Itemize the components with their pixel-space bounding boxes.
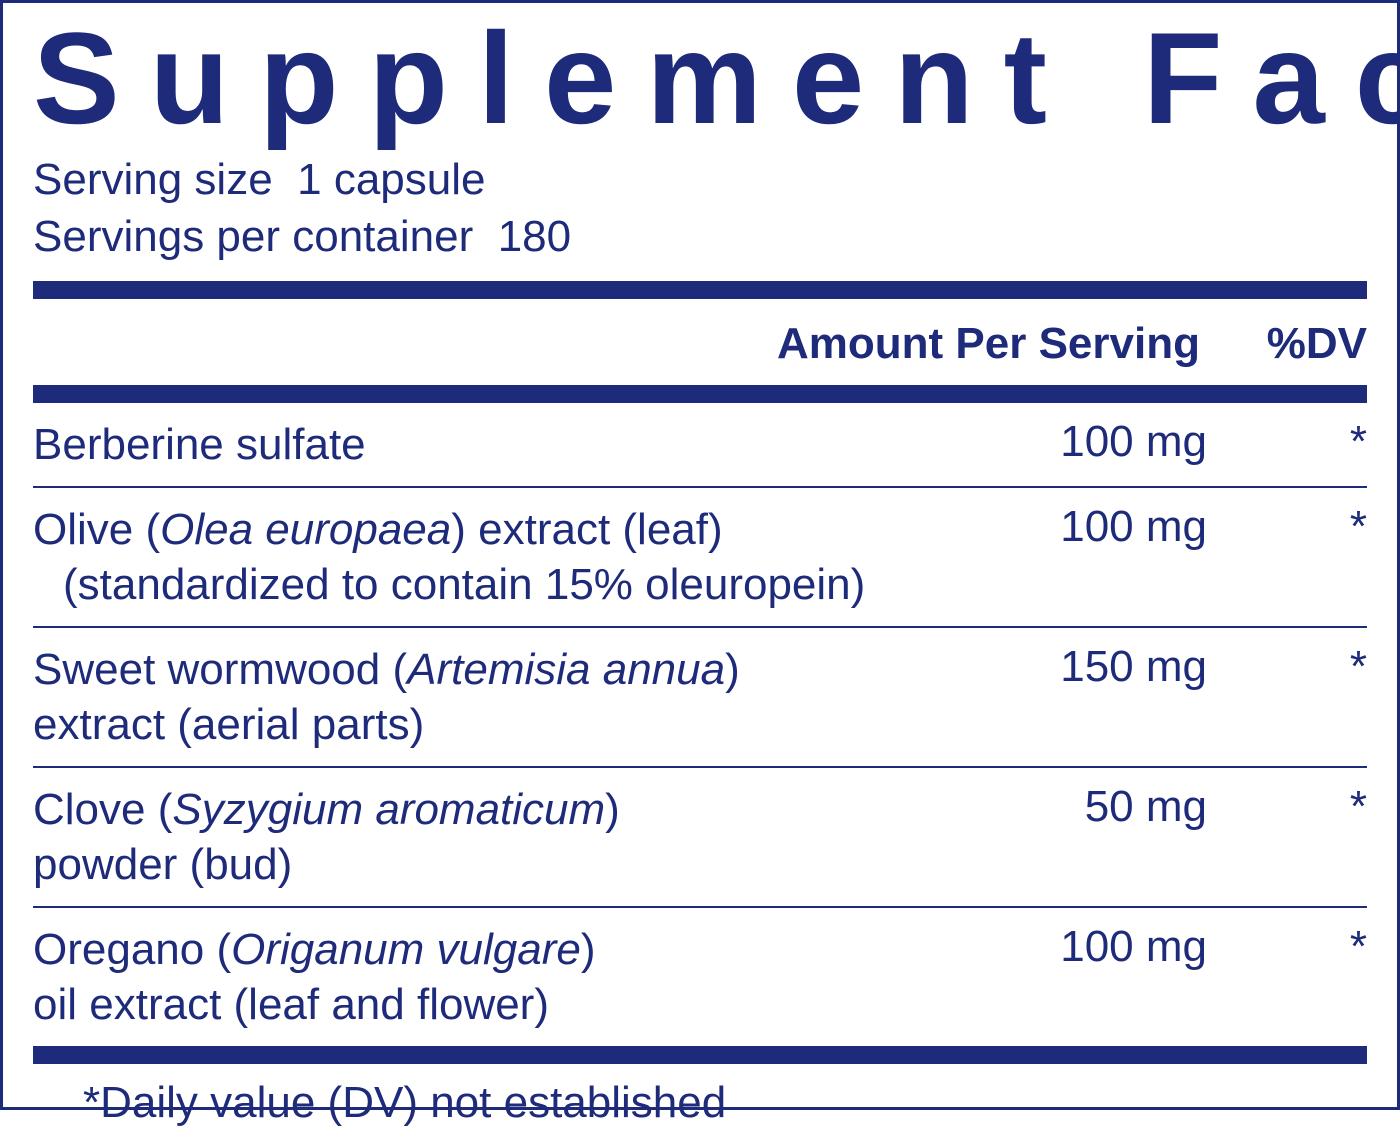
ingredient-row: Oregano (Origanum vulgare)oil extract (l… xyxy=(33,908,1367,1046)
ingredients-list: Berberine sulfate100 mg*Olive (Olea euro… xyxy=(33,403,1367,1046)
ingredient-amount: 150 mg xyxy=(1027,642,1267,692)
ingredient-name: Berberine sulfate xyxy=(33,417,1027,472)
ingredient-row: Olive (Olea europaea) extract (leaf)(sta… xyxy=(33,488,1367,628)
ingredient-name: Olive (Olea europaea) extract (leaf)(sta… xyxy=(33,502,1027,612)
ingredient-dv: * xyxy=(1267,782,1367,832)
ingredient-amount: 100 mg xyxy=(1027,922,1267,972)
servings-per-container-line: Servings per container 180 xyxy=(33,208,1367,265)
header-dv: %DV xyxy=(1237,319,1367,369)
servings-per-container-label: Servings per container xyxy=(33,212,473,261)
ingredient-name: Oregano (Origanum vulgare)oil extract (l… xyxy=(33,922,1027,1032)
ingredient-dv: * xyxy=(1267,502,1367,552)
panel-title: Supplement Facts xyxy=(33,13,1367,143)
ingredient-amount: 100 mg xyxy=(1027,502,1267,552)
ingredient-name: Clove (Syzygium aromaticum)powder (bud) xyxy=(33,782,1027,892)
divider-bar-top xyxy=(33,281,1367,299)
serving-size-line: Serving size 1 capsule xyxy=(33,151,1367,208)
serving-size-value: 1 capsule xyxy=(297,155,485,204)
supplement-facts-panel: Supplement Facts Serving size 1 capsule … xyxy=(0,0,1400,1110)
ingredient-row: Berberine sulfate100 mg* xyxy=(33,403,1367,488)
ingredient-dv: * xyxy=(1267,922,1367,972)
ingredient-amount: 50 mg xyxy=(1027,782,1267,832)
ingredient-name: Sweet wormwood (Artemisia annua)extract … xyxy=(33,642,1027,752)
ingredient-row: Sweet wormwood (Artemisia annua)extract … xyxy=(33,628,1367,768)
dv-footnote: *Daily value (DV) not established xyxy=(33,1064,1367,1128)
ingredient-row: Clove (Syzygium aromaticum)powder (bud)5… xyxy=(33,768,1367,908)
header-amount-per-serving: Amount Per Serving xyxy=(777,319,1237,369)
ingredient-dv: * xyxy=(1267,417,1367,467)
ingredient-dv: * xyxy=(1267,642,1367,692)
serving-size-label: Serving size xyxy=(33,155,273,204)
ingredient-amount: 100 mg xyxy=(1027,417,1267,467)
divider-bar-bottom xyxy=(33,1046,1367,1064)
divider-bar-mid xyxy=(33,385,1367,403)
column-header-row: Amount Per Serving %DV xyxy=(33,299,1367,385)
serving-info: Serving size 1 capsule Servings per cont… xyxy=(33,151,1367,265)
servings-per-container-value: 180 xyxy=(498,212,571,261)
